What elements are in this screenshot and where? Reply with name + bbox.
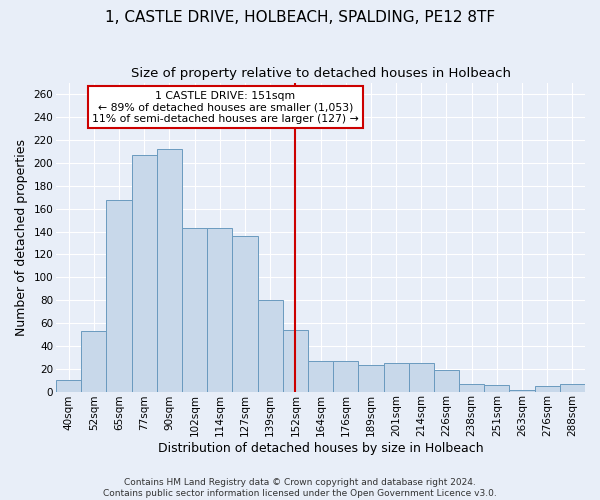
Bar xyxy=(56,380,81,392)
Bar xyxy=(484,384,509,392)
Bar xyxy=(182,228,207,392)
Text: Contains HM Land Registry data © Crown copyright and database right 2024.
Contai: Contains HM Land Registry data © Crown c… xyxy=(103,478,497,498)
Bar xyxy=(383,363,409,392)
Y-axis label: Number of detached properties: Number of detached properties xyxy=(15,139,28,336)
Bar xyxy=(535,386,560,392)
Bar xyxy=(81,331,106,392)
Bar xyxy=(560,384,585,392)
Bar xyxy=(434,370,459,392)
Title: Size of property relative to detached houses in Holbeach: Size of property relative to detached ho… xyxy=(131,68,511,80)
Text: 1 CASTLE DRIVE: 151sqm
← 89% of detached houses are smaller (1,053)
11% of semi-: 1 CASTLE DRIVE: 151sqm ← 89% of detached… xyxy=(92,91,359,124)
Bar xyxy=(207,228,232,392)
X-axis label: Distribution of detached houses by size in Holbeach: Distribution of detached houses by size … xyxy=(158,442,484,455)
Bar xyxy=(131,155,157,392)
Bar xyxy=(157,150,182,392)
Bar xyxy=(358,366,383,392)
Bar xyxy=(409,363,434,392)
Bar xyxy=(257,300,283,392)
Bar xyxy=(106,200,131,392)
Bar xyxy=(283,330,308,392)
Text: 1, CASTLE DRIVE, HOLBEACH, SPALDING, PE12 8TF: 1, CASTLE DRIVE, HOLBEACH, SPALDING, PE1… xyxy=(105,10,495,25)
Bar xyxy=(509,390,535,392)
Bar xyxy=(308,360,333,392)
Bar xyxy=(459,384,484,392)
Bar xyxy=(333,360,358,392)
Bar xyxy=(232,236,257,392)
